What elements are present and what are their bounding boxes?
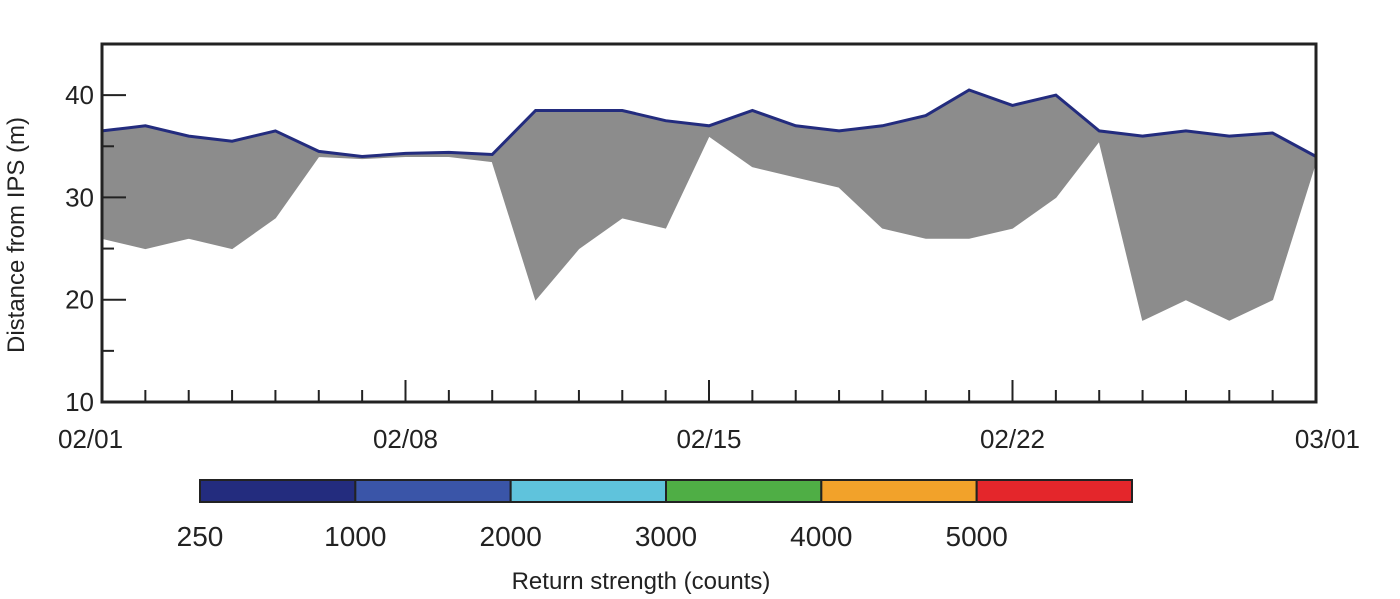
colorbar-label: 5000 [946, 521, 1008, 552]
series-upper-edge [101, 88, 1317, 159]
y-axis-title: Distance from IPS (m) [3, 117, 30, 353]
x-tick-label: 03/01 [1295, 424, 1360, 454]
x-tick-label: 02/01 [58, 424, 123, 454]
colorbar-title: Return strength (counts) [512, 568, 771, 595]
colorbar-label: 1000 [324, 521, 386, 552]
colorbar-swatch [509, 479, 667, 503]
y-tick-label: 30 [65, 182, 94, 212]
x-tick-label: 02/15 [676, 424, 741, 454]
y-tick-label: 40 [65, 80, 94, 110]
colorbar: 250 1000 2000 3000 4000 5000 [177, 479, 1134, 552]
plot-layer [101, 88, 1317, 321]
colorbar-swatch [820, 479, 978, 503]
colorbar-swatch [665, 479, 823, 503]
colorbar-label: 3000 [635, 521, 697, 552]
y-tick-label: 10 [65, 387, 94, 417]
y-tick-label: 20 [65, 285, 94, 315]
colorbar-swatch [975, 479, 1134, 503]
x-tick-label: 02/22 [980, 424, 1045, 454]
colorbar-label: 250 [177, 521, 224, 552]
x-tick-label: 02/08 [373, 424, 438, 454]
colorbar-swatch [199, 479, 357, 503]
colorbar-label: 2000 [480, 521, 542, 552]
colorbar-label: 4000 [790, 521, 852, 552]
axis-ticks: 02/01 02/08 02/15 02/22 03/01 10 20 30 40 [58, 43, 1360, 454]
colorbar-swatch [354, 479, 512, 503]
